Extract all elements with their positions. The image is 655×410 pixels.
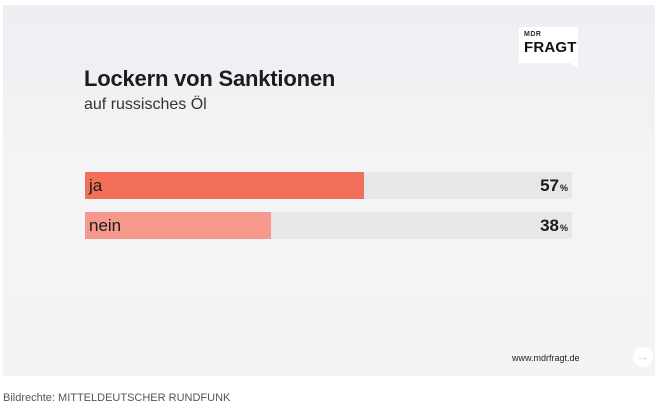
bar-value-unit: % [559, 183, 568, 193]
bar-value-unit: % [559, 223, 568, 233]
bar-chart: ja 57% nein 38% [85, 172, 575, 244]
bar-label-ja: ja [89, 176, 103, 195]
logo-big-text: FRAGT [524, 39, 577, 56]
bar-value-ja: 57% [540, 172, 568, 199]
chart-title: Lockern von Sanktionen [84, 66, 336, 91]
mdr-fragt-logo: MDR FRAGT [519, 27, 578, 68]
bar-nein [85, 212, 271, 239]
bar-value-nein: 38% [540, 212, 568, 239]
bar-label-nein: nein [89, 216, 122, 235]
logo-small-text: MDR [524, 31, 542, 38]
arrow-right-icon[interactable]: → [633, 347, 653, 367]
chart-card: MDR FRAGT Lockern von Sanktionen auf rus… [3, 5, 655, 376]
bar-ja [85, 172, 364, 199]
logo-speech-tail [570, 63, 578, 68]
bar-value-number: 57 [540, 176, 559, 195]
image-credit: Bildrechte: MITTELDEUTSCHER RUNDFUNK [3, 392, 231, 404]
source-url: www.mdrfragt.de [512, 353, 580, 363]
bar-value-number: 38 [540, 216, 559, 235]
chart-subtitle: auf russisches Öl [84, 96, 207, 113]
